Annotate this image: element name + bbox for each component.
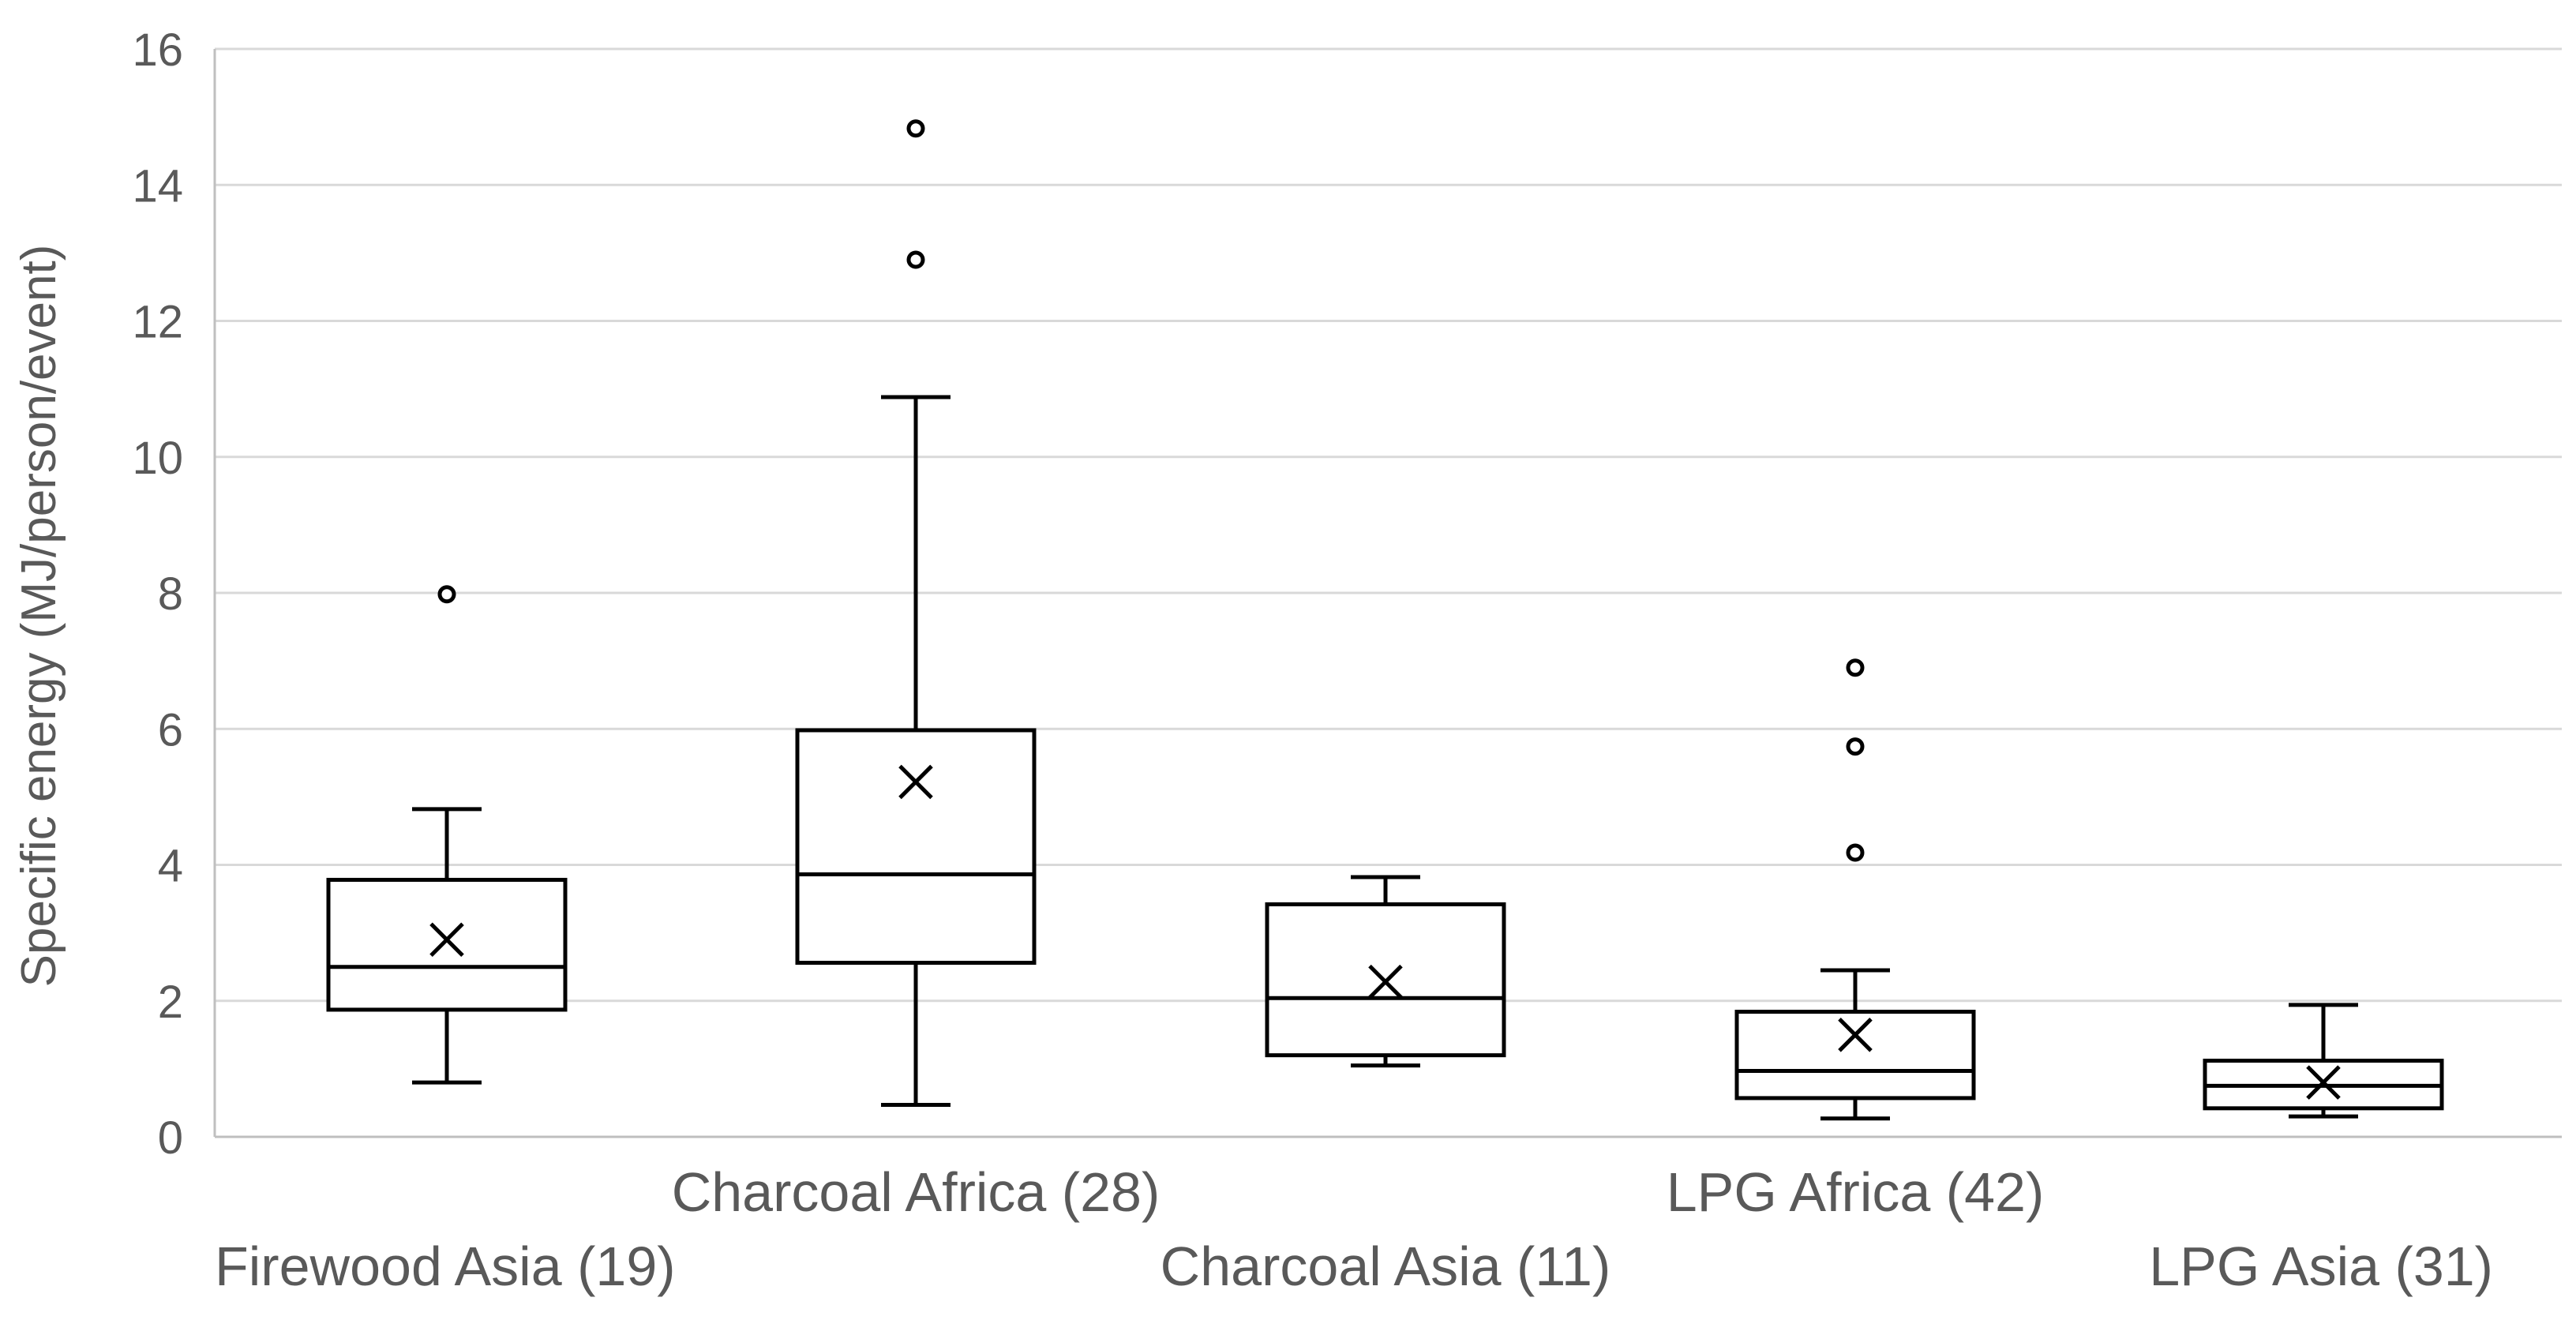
outlier-point: [906, 119, 925, 138]
x-category-label: Firewood Asia (19): [215, 1236, 676, 1297]
mean-marker: [898, 764, 933, 800]
box-iqr: [326, 877, 568, 1012]
y-tick-label: 4: [158, 841, 183, 892]
outlier-point: [1846, 843, 1865, 862]
y-tick-label: 14: [132, 160, 183, 212]
mean-marker-stroke: [1838, 1018, 1873, 1052]
outlier-point: [1846, 737, 1865, 756]
y-axis-title: Specific energy (MJ/person/event): [12, 245, 66, 988]
mean-marker: [2306, 1065, 2341, 1100]
y-tick-label: 16: [132, 24, 183, 76]
mean-marker-stroke: [898, 764, 933, 800]
box-group: [2203, 1003, 2444, 1119]
y-tick-label: 10: [132, 433, 183, 484]
x-category-labels: Firewood Asia (19) Charcoal Africa (28)Ch…: [215, 1161, 2493, 1297]
box-iqr: [1734, 1010, 1976, 1101]
outlier-point: [906, 250, 925, 269]
box-group: [1734, 658, 1976, 1121]
mean-marker: [1838, 1018, 1873, 1052]
x-category-label: Charcoal Africa (28): [672, 1161, 1161, 1223]
y-tick-label: 2: [158, 977, 183, 1028]
outlier-point: [1846, 658, 1865, 677]
box-group: [326, 585, 568, 1085]
mean-marker: [429, 922, 464, 958]
y-tick-label: 0: [158, 1112, 183, 1164]
y-tick-labels: 0 2 4 6 8 10 12 14 16: [132, 24, 183, 1164]
y-tick-label: 6: [158, 704, 183, 756]
box-group: [795, 119, 1037, 1108]
mean-marker: [1368, 964, 1403, 999]
mean-marker-stroke: [2306, 1065, 2341, 1100]
gridlines: [215, 47, 2562, 1003]
outlier-point: [437, 585, 456, 604]
x-category-label: LPG Asia (31): [2149, 1236, 2493, 1297]
box-iqr: [795, 728, 1037, 966]
x-category-label: Charcoal Asia (11): [1161, 1236, 1611, 1297]
y-tick-label: 12: [132, 297, 183, 348]
x-category-label: LPG Africa (42): [1667, 1161, 2045, 1223]
mean-marker-stroke: [1368, 964, 1403, 999]
mean-marker-stroke: [429, 922, 464, 958]
box-group: [1265, 875, 1506, 1068]
y-tick-label: 8: [158, 568, 183, 620]
